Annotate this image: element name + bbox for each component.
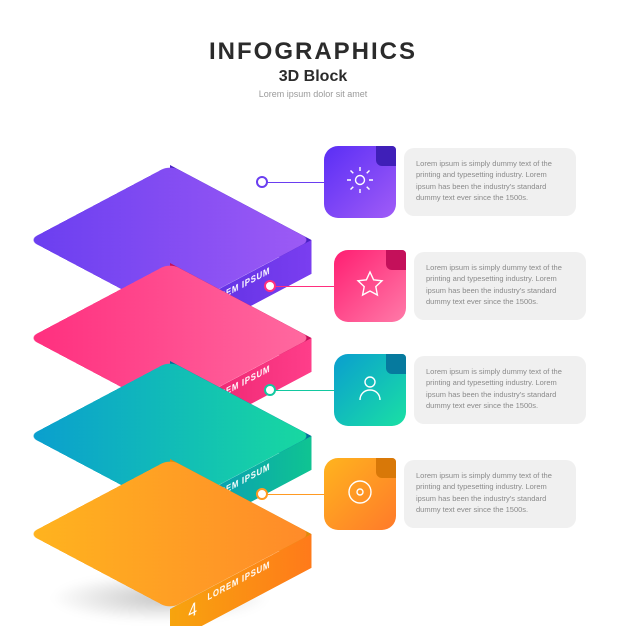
person-icon — [354, 372, 386, 409]
text-card: Lorem ipsum is simply dummy text of the … — [414, 252, 586, 320]
star-icon — [354, 268, 386, 305]
detail-row-4: Lorem ipsum is simply dummy text of the … — [300, 458, 600, 530]
card-fold — [386, 250, 406, 270]
page-title: INFOGRAPHICS — [0, 38, 626, 66]
connector-ring-icon — [264, 280, 276, 292]
disc-icon — [344, 476, 376, 513]
infographic-stage: 1LOREM IPSUMLorem ipsum is simply dummy … — [0, 130, 626, 610]
icon-card — [324, 146, 396, 218]
page-tagline: Lorem ipsum dolor sit amet — [0, 89, 626, 99]
header: INFOGRAPHICS 3D Block Lorem ipsum dolor … — [0, 0, 626, 99]
connector-line — [262, 182, 324, 183]
connector-line — [270, 286, 334, 287]
detail-row-3: Lorem ipsum is simply dummy text of the … — [300, 354, 600, 426]
connector-line — [270, 390, 334, 391]
detail-row-1: Lorem ipsum is simply dummy text of the … — [300, 146, 600, 218]
card-fold — [386, 354, 406, 374]
connector-ring-icon — [264, 384, 276, 396]
connector-line — [262, 494, 324, 495]
card-fold — [376, 458, 396, 478]
connector-ring-icon — [256, 488, 268, 500]
text-card: Lorem ipsum is simply dummy text of the … — [404, 460, 576, 528]
text-card: Lorem ipsum is simply dummy text of the … — [414, 356, 586, 424]
gear-icon — [344, 164, 376, 201]
detail-row-2: Lorem ipsum is simply dummy text of the … — [300, 250, 600, 322]
text-card: Lorem ipsum is simply dummy text of the … — [404, 148, 576, 216]
icon-card — [324, 458, 396, 530]
icon-card — [334, 354, 406, 426]
page-subtitle: 3D Block — [0, 68, 626, 86]
card-fold — [376, 146, 396, 166]
connector-ring-icon — [256, 176, 268, 188]
icon-card — [334, 250, 406, 322]
